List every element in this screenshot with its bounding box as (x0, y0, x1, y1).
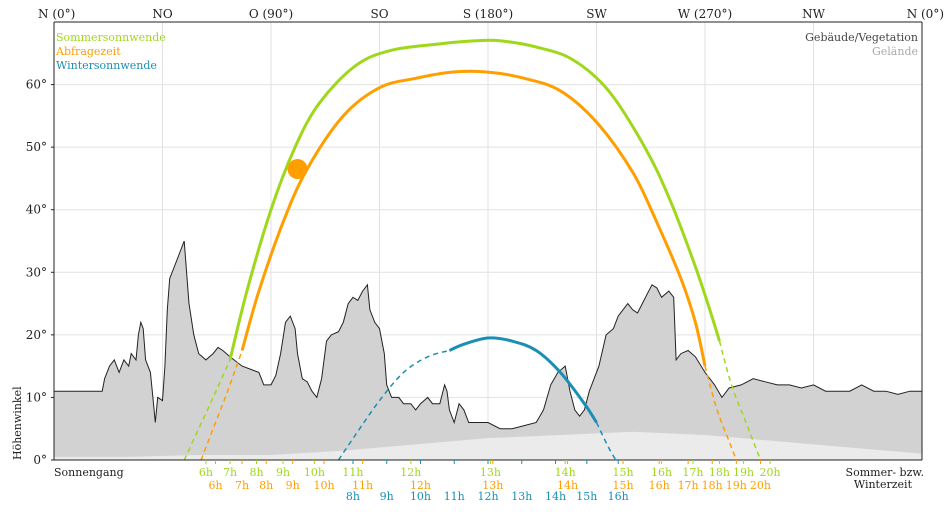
hour-label: 8h (249, 466, 263, 479)
hour-label: 6h (199, 466, 213, 479)
hour-label: 7h (223, 466, 237, 479)
hour-labels: 6h 7h 8h 9h 10h 11h 12h 13h 14h 15h 16h 17h 18h 19h 20… (199, 460, 781, 503)
y-tick-label: 50° (26, 140, 47, 154)
hour-label: 9h (380, 490, 394, 503)
compass-label: S (180°) (463, 7, 513, 21)
compass-label: NW (802, 7, 826, 21)
hour-label: 13h (480, 466, 501, 479)
buildings-area (54, 241, 922, 460)
hour-label: 13h (511, 490, 532, 503)
compass-label: W (270°) (678, 7, 732, 21)
y-tick-label: 60° (26, 78, 47, 92)
hour-label: 14h (545, 490, 566, 503)
curve-hidden-start (183, 359, 231, 461)
y-tick-label: 0° (33, 453, 47, 467)
time-mode-label-2: Winterzeit (854, 478, 913, 491)
query-marker (287, 159, 308, 180)
hour-label: 13h (482, 479, 503, 492)
hour-label: 11h (444, 490, 465, 503)
curve-visible (228, 38, 721, 361)
hour-label: 12h (410, 479, 431, 492)
compass-label: O (90°) (249, 7, 293, 21)
curve-hidden-end (718, 340, 762, 461)
y-axis-label: Höhenwinkel (11, 386, 24, 460)
hour-label: 15h (612, 466, 633, 479)
hour-label: 17h (682, 466, 703, 479)
compass-label: SW (586, 7, 607, 21)
compass-labels: N (0°) NO O (90°) SO S (180°) SW W (270°) NW N (… (38, 7, 944, 21)
legend-winter: Wintersonnwende (56, 59, 157, 72)
horizon-outline (54, 240, 922, 430)
hour-label: 18h (709, 466, 730, 479)
curve-hidden-end (704, 365, 737, 461)
time-mode-label-1: Sommer- bzw. (846, 466, 924, 479)
hour-label: 16h (649, 479, 670, 492)
hour-label: 8h (346, 490, 360, 503)
legend-right: Gebäude/Vegetation Gelände (805, 31, 918, 58)
hour-label: 15h (576, 490, 597, 503)
hour-label: 7h (235, 479, 249, 492)
hour-label: 16h (651, 466, 672, 479)
hour-label: 8h (259, 479, 273, 492)
axes (53, 21, 923, 461)
hour-label: 14h (555, 466, 576, 479)
compass-label: N (0°) (38, 7, 75, 21)
curve-hidden-start (337, 349, 450, 461)
compass-label: NO (152, 7, 173, 21)
sun-curves (183, 38, 762, 461)
compass-label: SO (370, 7, 388, 21)
curve-visible (448, 336, 598, 424)
hour-label: 17h (678, 479, 699, 492)
hour-label: 18h (702, 479, 723, 492)
query-sun-marker (287, 159, 308, 180)
legend-query: Abfragezeit (55, 45, 121, 58)
legend-left: Sommersonnwende Abfragezeit Wintersonnwe… (55, 31, 166, 72)
y-tick-label: 20° (26, 328, 47, 342)
hour-label: 16h (608, 490, 629, 503)
hour-label: 11h (342, 466, 363, 479)
hour-label: 12h (477, 490, 498, 503)
hour-label: 14h (557, 479, 578, 492)
legend-summer: Sommersonnwende (56, 31, 166, 44)
hour-label: 20h (750, 479, 771, 492)
hour-label: 15h (612, 479, 633, 492)
compass-label: N (0°) (907, 7, 944, 21)
legend-terrain: Gelände (872, 45, 918, 58)
legend-buildings: Gebäude/Vegetation (805, 31, 918, 44)
y-tick-label: 40° (26, 203, 47, 217)
hour-label: 9h (276, 466, 290, 479)
hour-label: 10h (304, 466, 325, 479)
y-tick-label: 30° (26, 265, 47, 279)
hour-label: 12h (400, 466, 421, 479)
horizon-silhouette (54, 240, 922, 460)
hour-label: 19h (733, 466, 754, 479)
terrain-area (54, 431, 922, 460)
hour-label: 9h (286, 479, 300, 492)
hour-label: 11h (352, 479, 373, 492)
hour-label: 6h (208, 479, 222, 492)
hour-label: 20h (760, 466, 781, 479)
hour-label: 19h (726, 479, 747, 492)
y-tick-labels: 0° 10° 20° 30° 40° 50° 60° (26, 78, 54, 467)
curve-visible (240, 69, 707, 367)
hour-label: 10h (410, 490, 431, 503)
hour-label: 10h (313, 479, 334, 492)
curve-hidden-end (595, 422, 617, 461)
sun-path-label: Sonnengang (54, 466, 124, 479)
y-tick-label: 10° (26, 390, 47, 404)
